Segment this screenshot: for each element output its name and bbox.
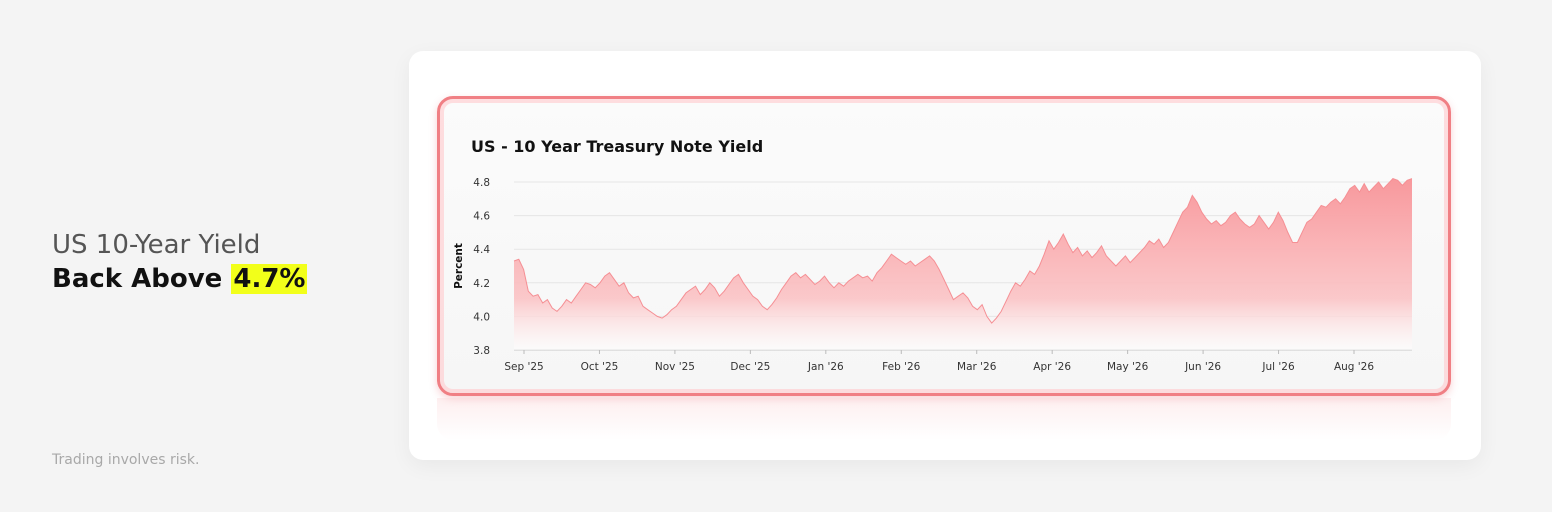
- y-tick-label: 4.0: [473, 311, 490, 323]
- headline-line-2-prefix: Back Above: [52, 264, 232, 294]
- y-tick-label: 4.2: [473, 278, 490, 290]
- x-tick-label: May '26: [1107, 361, 1149, 373]
- risk-disclaimer: Trading involves risk.: [52, 452, 200, 468]
- x-tick-label: Dec '25: [730, 361, 770, 373]
- headline-line-1: US 10-Year Yield: [52, 230, 261, 260]
- x-tick-label: Apr '26: [1033, 361, 1071, 373]
- y-tick-label: 3.8: [473, 345, 490, 357]
- x-tick-label: Aug '26: [1334, 361, 1374, 373]
- x-tick-label: Sep '25: [504, 361, 543, 373]
- x-tick-label: Oct '25: [581, 361, 619, 373]
- x-tick-label: Jul '26: [1261, 361, 1295, 373]
- y-axis-label: Percent: [453, 243, 465, 289]
- x-tick-label: Nov '25: [655, 361, 695, 373]
- headline-highlight: 4.7%: [231, 264, 308, 294]
- x-tick-label: Jan '26: [807, 361, 844, 373]
- y-tick-label: 4.6: [473, 211, 490, 223]
- x-tick-label: Mar '26: [957, 361, 997, 373]
- chart-title: US - 10 Year Treasury Note Yield: [471, 137, 764, 156]
- chart-reflection: [437, 398, 1451, 440]
- headline: US 10-Year Yield Back Above 4.7%: [52, 228, 308, 296]
- headline-line-2: Back Above 4.7%: [52, 262, 308, 296]
- x-tick-label: Feb '26: [882, 361, 920, 373]
- y-tick-label: 4.8: [473, 177, 490, 189]
- yield-chart: 4.8 4.6 4.4 4.2 4.0 3.8 Sep '25 Oct '25 Nov '25…: [453, 177, 1413, 373]
- y-tick-label: 4.4: [473, 244, 490, 256]
- x-tick-label: Jun '26: [1184, 361, 1221, 373]
- series-area: [514, 178, 1412, 350]
- series-line: [513, 178, 1413, 324]
